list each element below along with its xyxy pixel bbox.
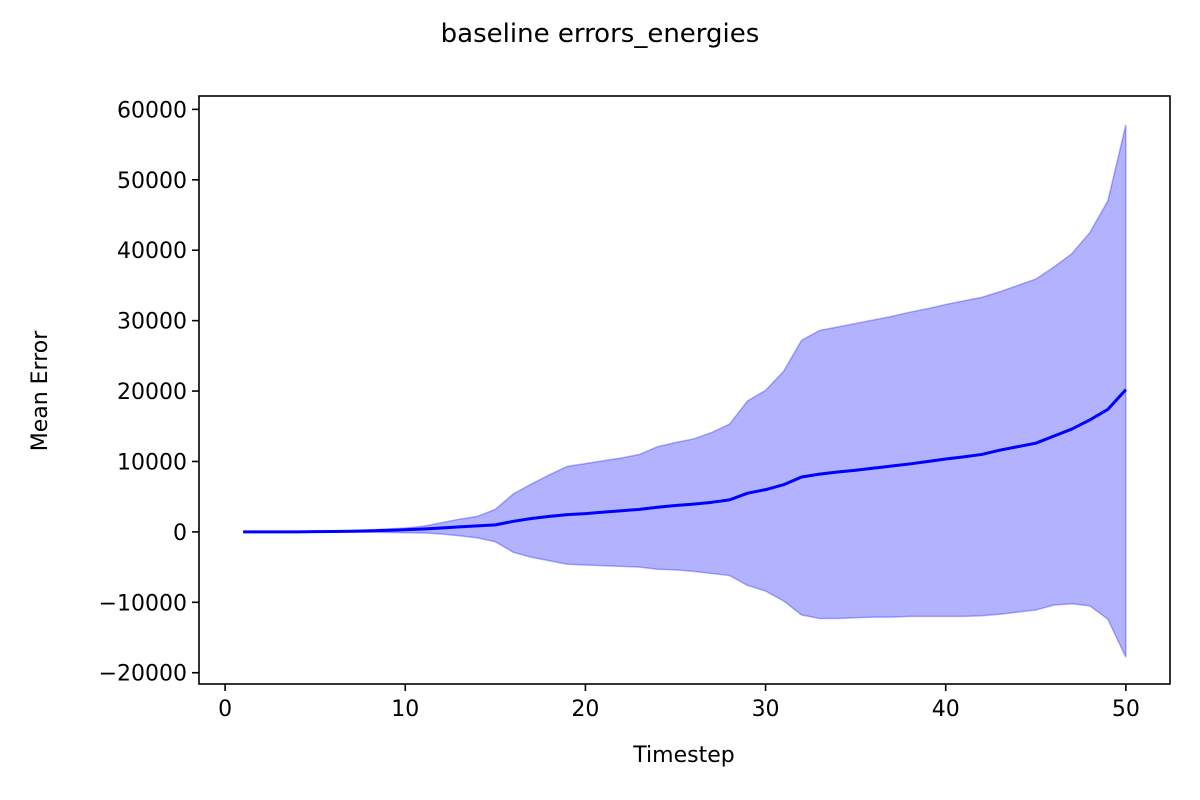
y-tick-label: 60000	[117, 98, 187, 123]
y-tick-label: 30000	[117, 310, 187, 335]
y-tick-label: 10000	[117, 450, 187, 475]
y-tick-label: 20000	[117, 380, 187, 405]
mean-error-line	[243, 388, 1127, 534]
y-axis-label: Mean Error	[28, 330, 53, 452]
plot-area: 0 10 20 30 40 50 −20000 −10000 0 10000 20000 30000 4…	[99, 95, 1171, 722]
x-tick-label: 50	[1112, 697, 1140, 722]
x-tick-label: 30	[752, 697, 780, 722]
x-axis-label: Timestep	[632, 743, 734, 768]
y-tick-label: −10000	[99, 591, 187, 616]
plot-frame	[198, 95, 1171, 685]
x-tick-label: 20	[571, 697, 599, 722]
x-tick-label: 0	[218, 697, 232, 722]
error-band	[243, 124, 1127, 658]
y-tick-label: 0	[173, 521, 187, 546]
chart-title: baseline errors_energies	[441, 19, 760, 49]
y-tick-label: 40000	[117, 239, 187, 264]
y-tick-label: −20000	[99, 662, 187, 687]
x-tick-label: 40	[932, 697, 960, 722]
x-tick-label: 10	[391, 697, 419, 722]
y-tick-label: 50000	[117, 169, 187, 194]
